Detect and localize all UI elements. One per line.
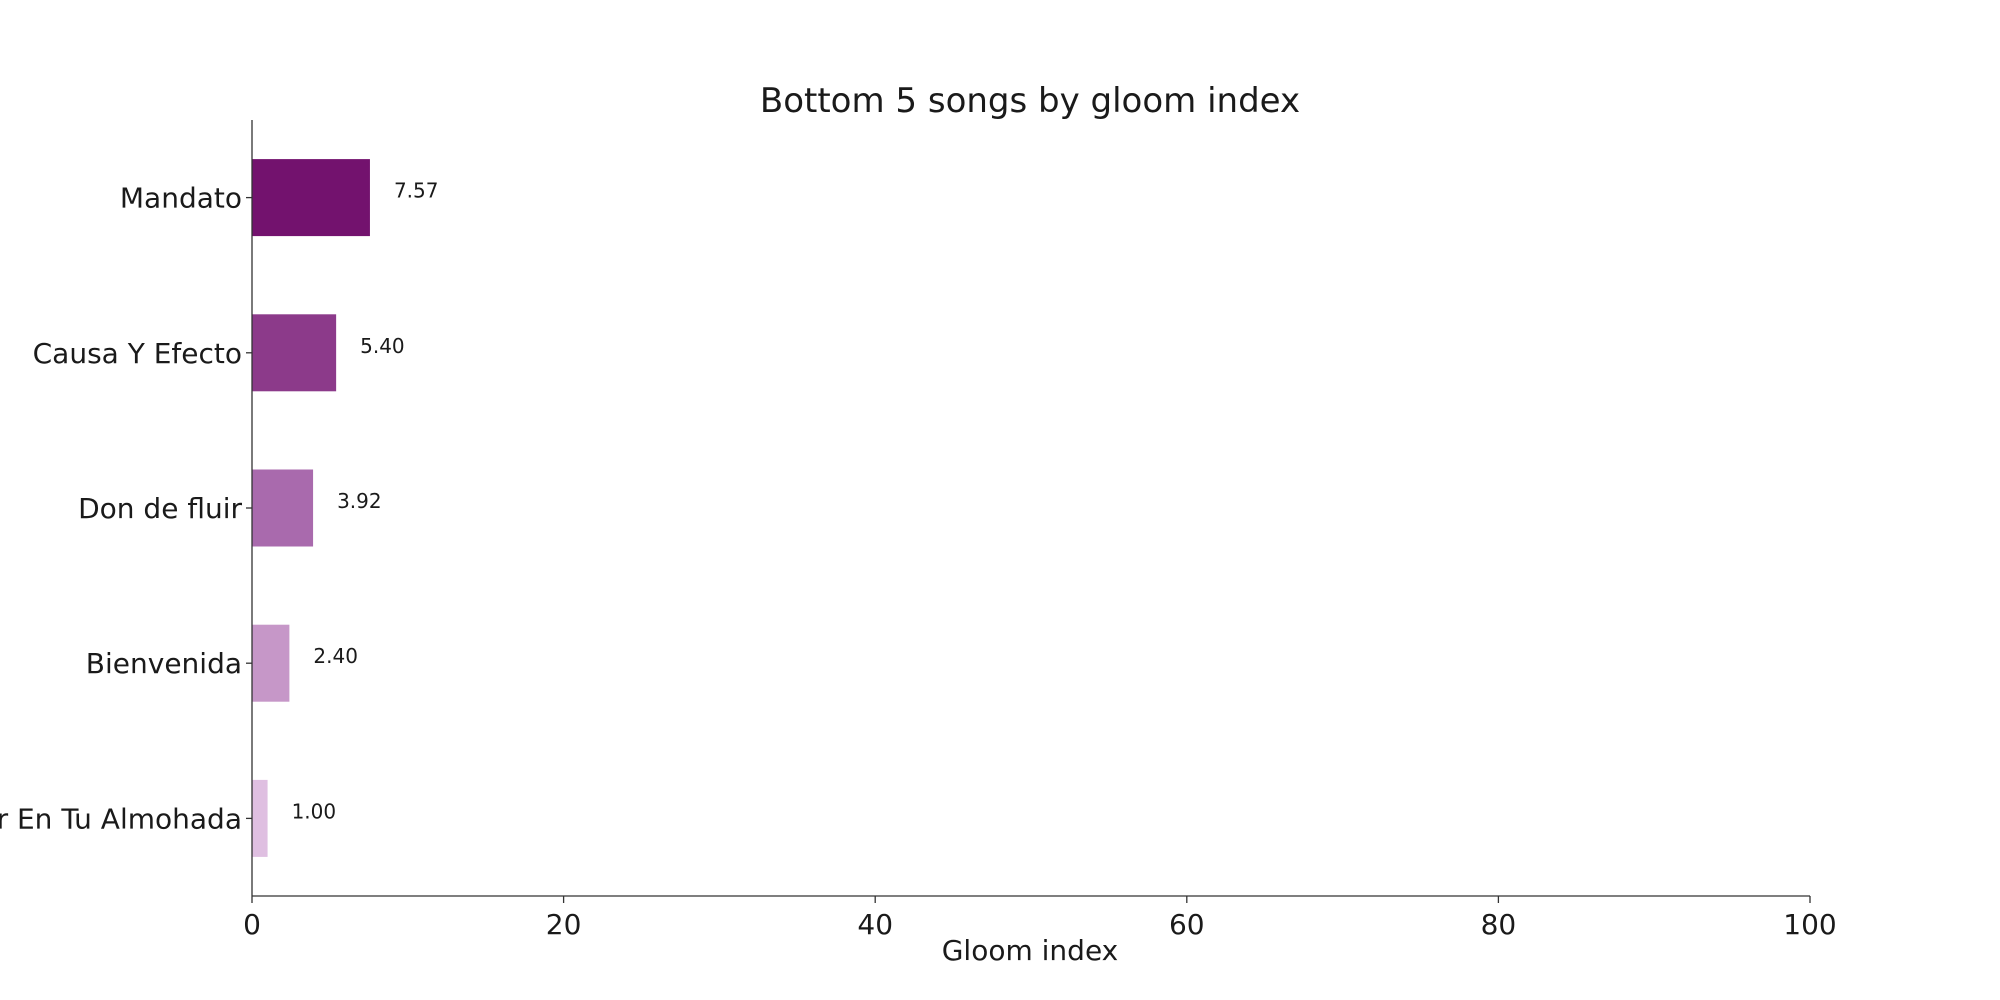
value-labels: 7.57 5.40 3.92 2.40 1.00 (292, 179, 439, 824)
x-tick-label: 100 (1783, 908, 1836, 941)
category-labels: Mandato Causa Y Efecto Don de fluir Bienven… (0, 182, 252, 835)
x-tick-label: 0 (243, 908, 261, 941)
bar-5 (252, 779, 268, 857)
x-tick-label: 80 (1481, 908, 1517, 941)
bar-4 (252, 624, 290, 702)
x-tick-label: 40 (857, 908, 893, 941)
value-label: 1.00 (292, 799, 337, 823)
x-axis-title: Gloom index (942, 934, 1119, 967)
value-label: 7.57 (394, 179, 439, 203)
bar-1 (252, 159, 370, 237)
category-label: Causa Y Efecto (33, 337, 242, 370)
value-label: 3.92 (337, 489, 382, 513)
chart-title: Bottom 5 songs by gloom index (760, 81, 1300, 121)
bars-layer (252, 159, 370, 857)
category-label: Mandato (120, 182, 242, 215)
x-tick-label: 60 (1169, 908, 1205, 941)
x-tick-label: 20 (546, 908, 582, 941)
category-label: r En Tu Almohada (0, 802, 242, 835)
value-label: 2.40 (313, 644, 358, 668)
category-label: Bienvenida (86, 647, 242, 680)
value-label: 5.40 (360, 334, 405, 358)
bar-3 (252, 469, 314, 547)
category-label: Don de fluir (78, 492, 242, 525)
x-axis-ticks: 0 20 40 60 80 100 (243, 896, 1837, 941)
bar-2 (252, 314, 337, 392)
